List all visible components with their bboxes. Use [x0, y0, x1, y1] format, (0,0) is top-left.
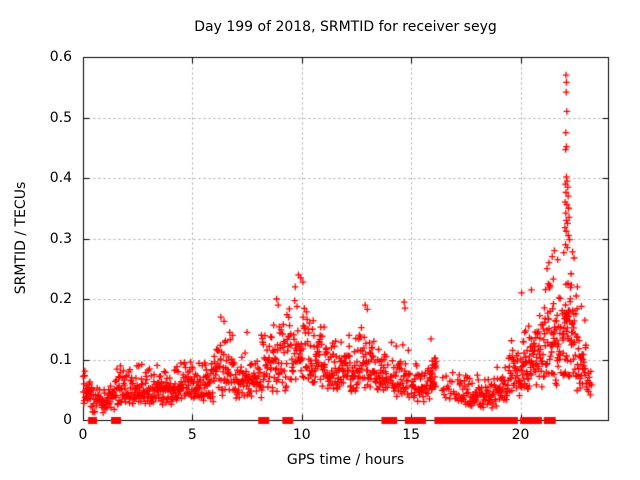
y-tick-label: 0.5	[49, 109, 72, 126]
x-axis-label: GPS time / hours	[286, 452, 405, 468]
y-tick-label: 0.6	[49, 49, 72, 65]
y-tick-label: 0.3	[49, 230, 72, 247]
y-tick-label: 0.2	[49, 291, 72, 307]
y-tick-label: 0.4	[49, 170, 72, 186]
y-tick-label: 0	[63, 412, 72, 428]
x-tick-label: 5	[187, 427, 197, 443]
y-tick-label: 0.1	[49, 351, 72, 368]
x-tick-label: 10	[292, 427, 311, 443]
x-tick-label: 20	[511, 427, 530, 443]
x-tick-label: 0	[78, 427, 88, 443]
chart-title: Day 199 of 2018, SRMTID for receiver sey…	[194, 19, 497, 35]
x-tick-label: 15	[402, 427, 421, 443]
